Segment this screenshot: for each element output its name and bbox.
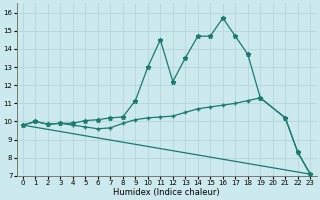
- X-axis label: Humidex (Indice chaleur): Humidex (Indice chaleur): [113, 188, 220, 197]
